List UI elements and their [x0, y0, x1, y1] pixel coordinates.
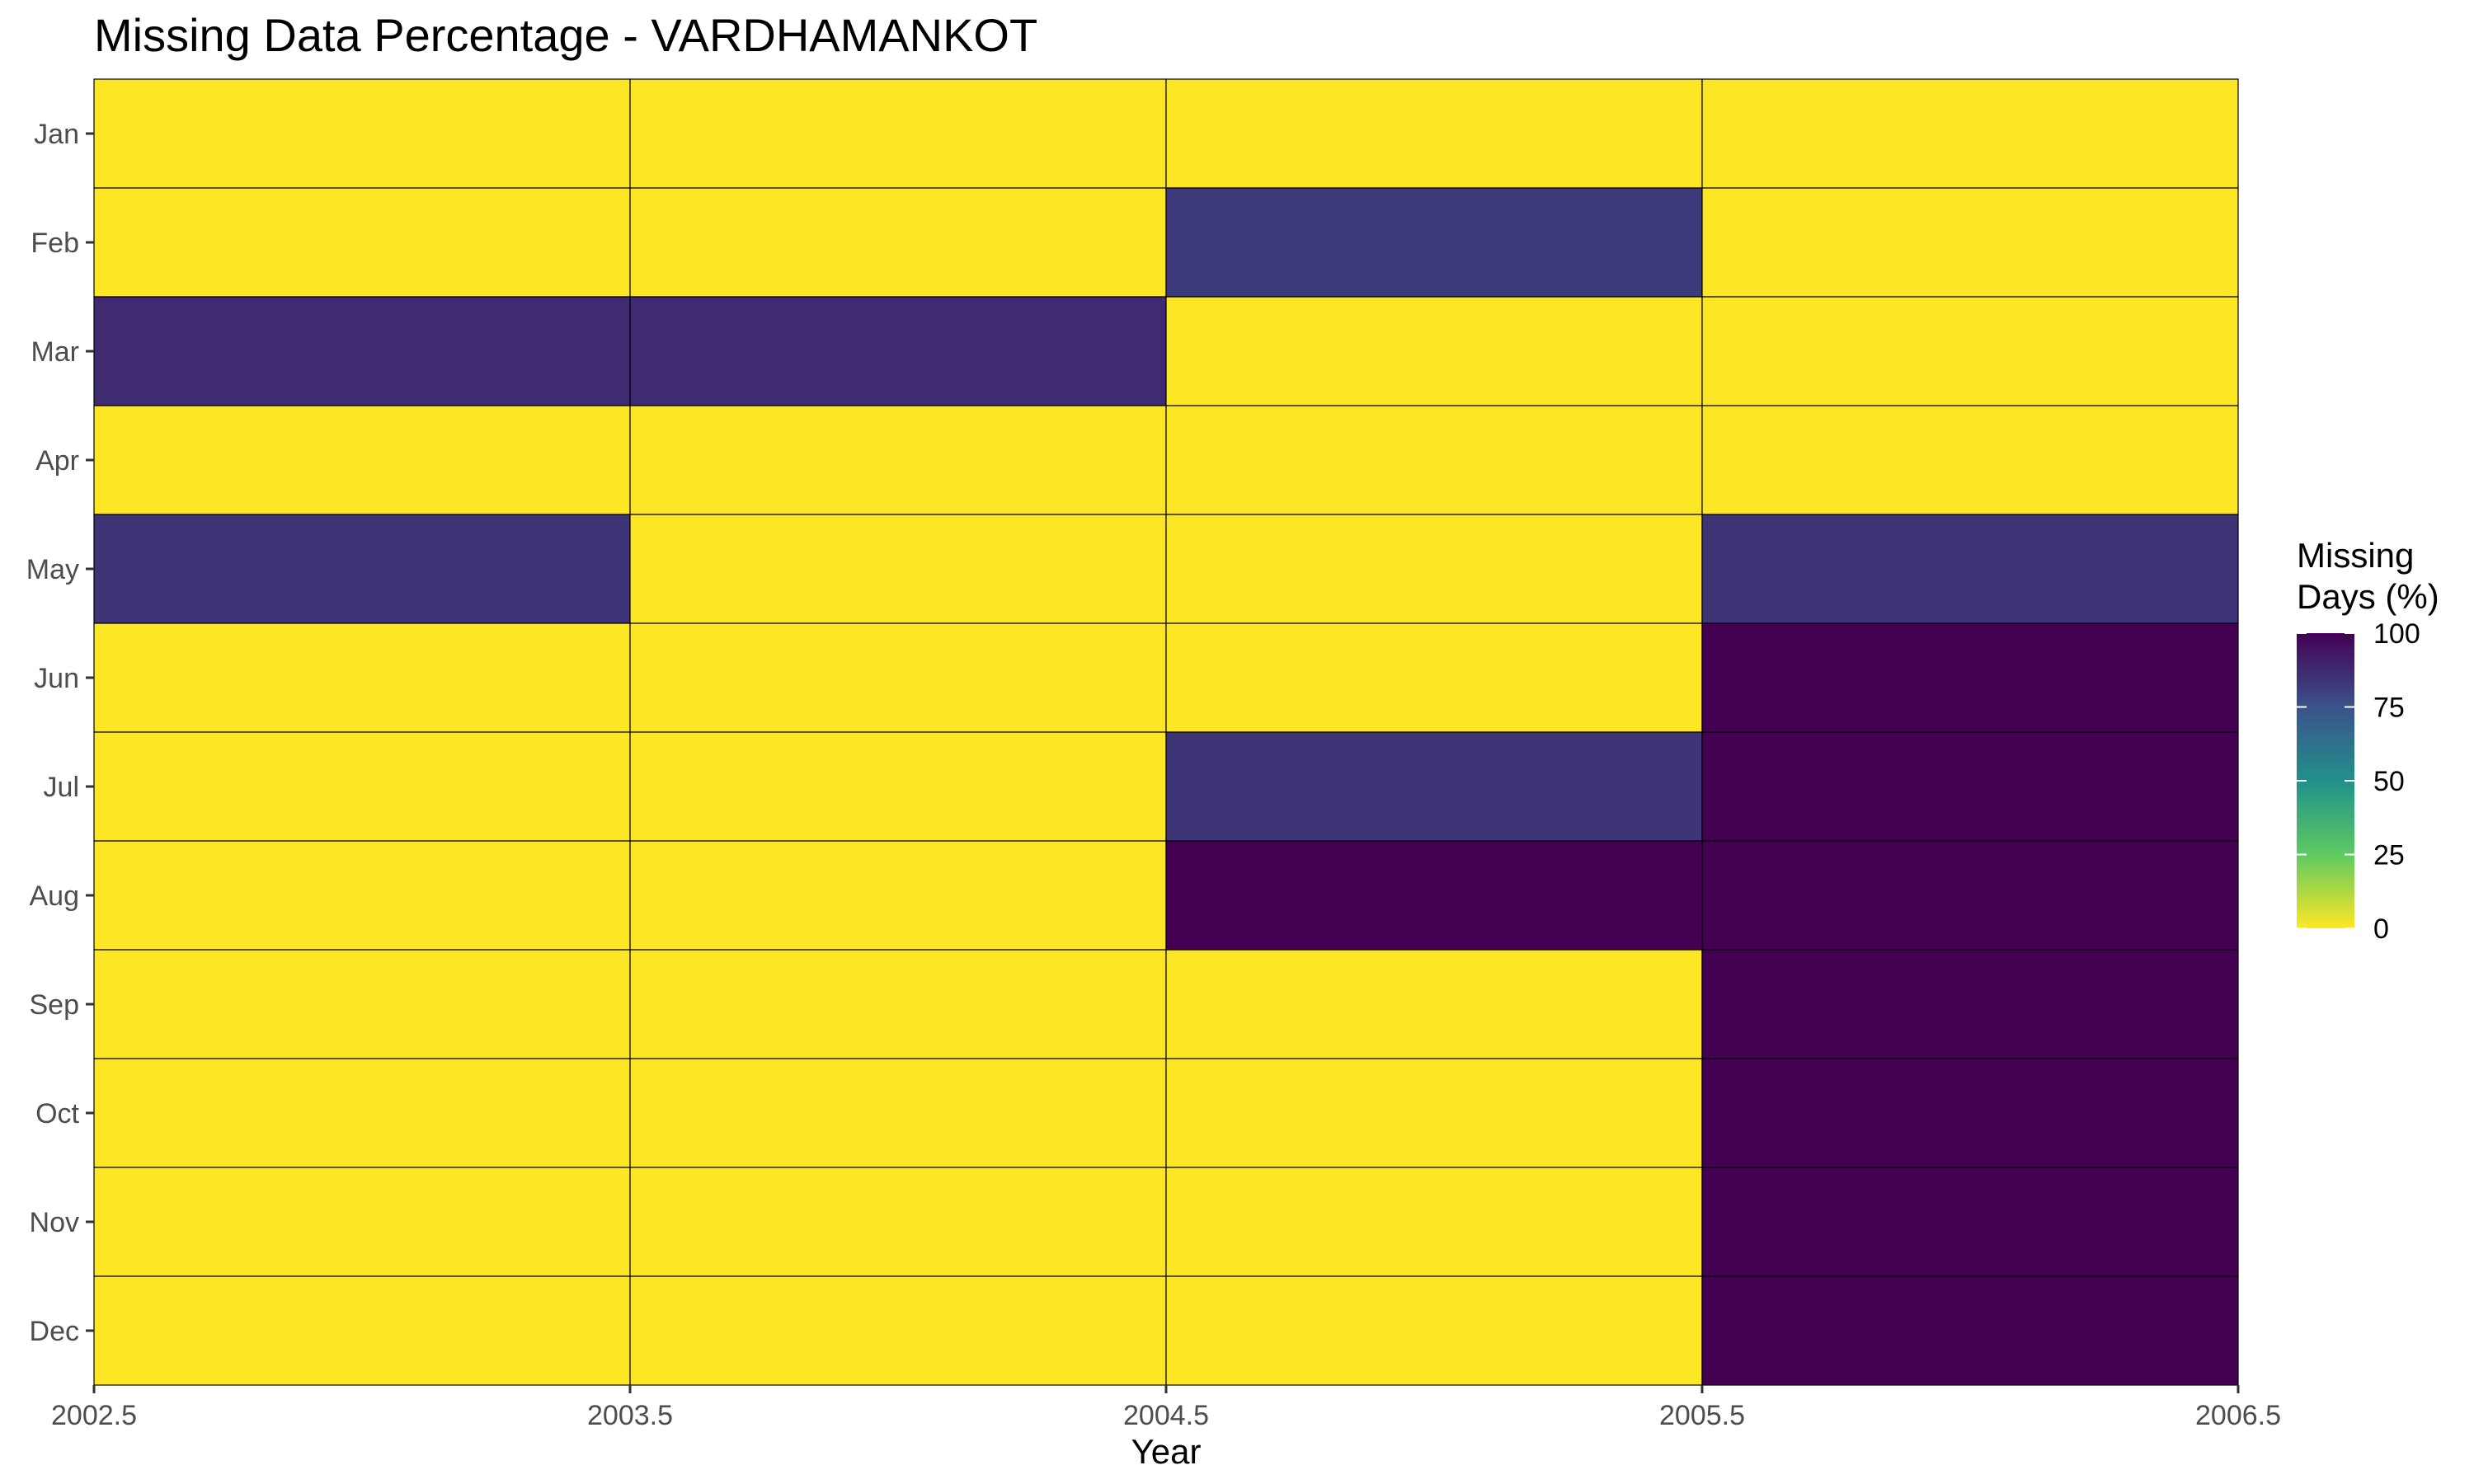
heatmap-cell: [1165, 514, 1703, 624]
heatmap-cell: [1165, 840, 1703, 951]
chart-title: Missing Data Percentage - VARDHAMANKOT: [94, 9, 1037, 61]
x-axis: 2002.5 2003.5 2004.5 2005.5 2006.5: [51, 1385, 2281, 1431]
heatmap-cell: [93, 1275, 631, 1386]
y-tick-label: Jun: [34, 663, 79, 694]
heatmap-cell: [1165, 78, 1703, 189]
x-axis-title: Year: [1131, 1432, 1202, 1471]
heatmap-cell: [93, 296, 631, 406]
legend-title-line-2: Days (%): [2297, 577, 2439, 616]
heatmap-cell: [1701, 296, 2239, 406]
y-tick-label: Nov: [30, 1207, 79, 1238]
legend-title-line-1: Missing: [2297, 536, 2414, 575]
legend-tick-label: 25: [2373, 840, 2405, 871]
x-tick-label: 2005.5: [1659, 1400, 1745, 1431]
y-axis: Jan Feb Mar Apr May Jun Jul Aug Sep Oct Nov Dec: [26, 119, 94, 1347]
y-tick-label: Oct: [35, 1098, 79, 1129]
heatmap-cell: [629, 187, 1167, 298]
heatmap-cell: [1165, 1167, 1703, 1277]
heatmap-cell: [93, 78, 631, 189]
heatmap-cell: [1701, 1058, 2239, 1168]
heatmap-cell: [1165, 1275, 1703, 1386]
heatmap-cell: [1165, 731, 1703, 842]
heatmap-cell: [93, 405, 631, 515]
heatmap-cell: [1165, 405, 1703, 515]
y-tick-label: Aug: [30, 881, 80, 912]
heatmap-cell: [1701, 1167, 2239, 1277]
heatmap-cell: [629, 296, 1167, 406]
y-tick-label: Feb: [31, 228, 79, 259]
y-tick-label: Dec: [30, 1316, 79, 1347]
y-tick-label: May: [26, 554, 79, 585]
heatmap-cell: [1701, 840, 2239, 951]
heatmap-cell: [1701, 187, 2239, 298]
heatmap-cell: [1165, 622, 1703, 733]
heatmap-tiles: [93, 78, 2239, 1386]
heatmap-cell: [1701, 514, 2239, 624]
heatmap-cell: [93, 1167, 631, 1277]
heatmap-cell: [1701, 78, 2239, 189]
heatmap-cell: [629, 731, 1167, 842]
heatmap-cell: [629, 949, 1167, 1059]
heatmap-cell: [93, 840, 631, 951]
heatmap-cell: [1165, 296, 1703, 406]
heatmap-cell: [93, 731, 631, 842]
x-tick-label: 2006.5: [2195, 1400, 2281, 1431]
heatmap-cell: [1165, 187, 1703, 298]
x-tick-label: 2002.5: [51, 1400, 137, 1431]
heatmap-cell: [629, 840, 1167, 951]
legend-tick-label: 75: [2373, 693, 2405, 724]
legend-tick-label: 50: [2373, 766, 2405, 797]
heatmap-cell: [629, 78, 1167, 189]
heatmap-cell: [1701, 1275, 2239, 1386]
y-tick-label: Mar: [31, 336, 79, 368]
y-tick-label: Jul: [44, 772, 79, 803]
heatmap-cell: [629, 1058, 1167, 1168]
heatmap-cell: [1165, 1058, 1703, 1168]
heatmap-cell: [93, 949, 631, 1059]
y-tick-label: Apr: [35, 445, 79, 477]
heatmap-cell: [1165, 949, 1703, 1059]
heatmap-cell: [629, 405, 1167, 515]
x-tick-label: 2003.5: [587, 1400, 673, 1431]
heatmap-cell: [629, 622, 1167, 733]
heatmap-cell: [93, 514, 631, 624]
heatmap-cell: [629, 1167, 1167, 1277]
heatmap-cell: [1701, 949, 2239, 1059]
legend-tick-label: 100: [2373, 618, 2420, 650]
heatmap-cell: [93, 187, 631, 298]
heatmap-cell: [629, 514, 1167, 624]
heatmap-cell: [1701, 731, 2239, 842]
color-legend: Missing Days (%) 100 75 50 25 0: [2297, 536, 2439, 945]
heatmap-cell: [1701, 622, 2239, 733]
heatmap-cell: [93, 622, 631, 733]
heatmap-cell: [93, 1058, 631, 1168]
legend-tick-label: 0: [2373, 913, 2389, 945]
heatmap-cell: [629, 1275, 1167, 1386]
y-tick-label: Jan: [34, 119, 79, 150]
y-tick-label: Sep: [30, 989, 80, 1021]
x-tick-label: 2004.5: [1123, 1400, 1209, 1431]
heatmap-cell: [1701, 405, 2239, 515]
